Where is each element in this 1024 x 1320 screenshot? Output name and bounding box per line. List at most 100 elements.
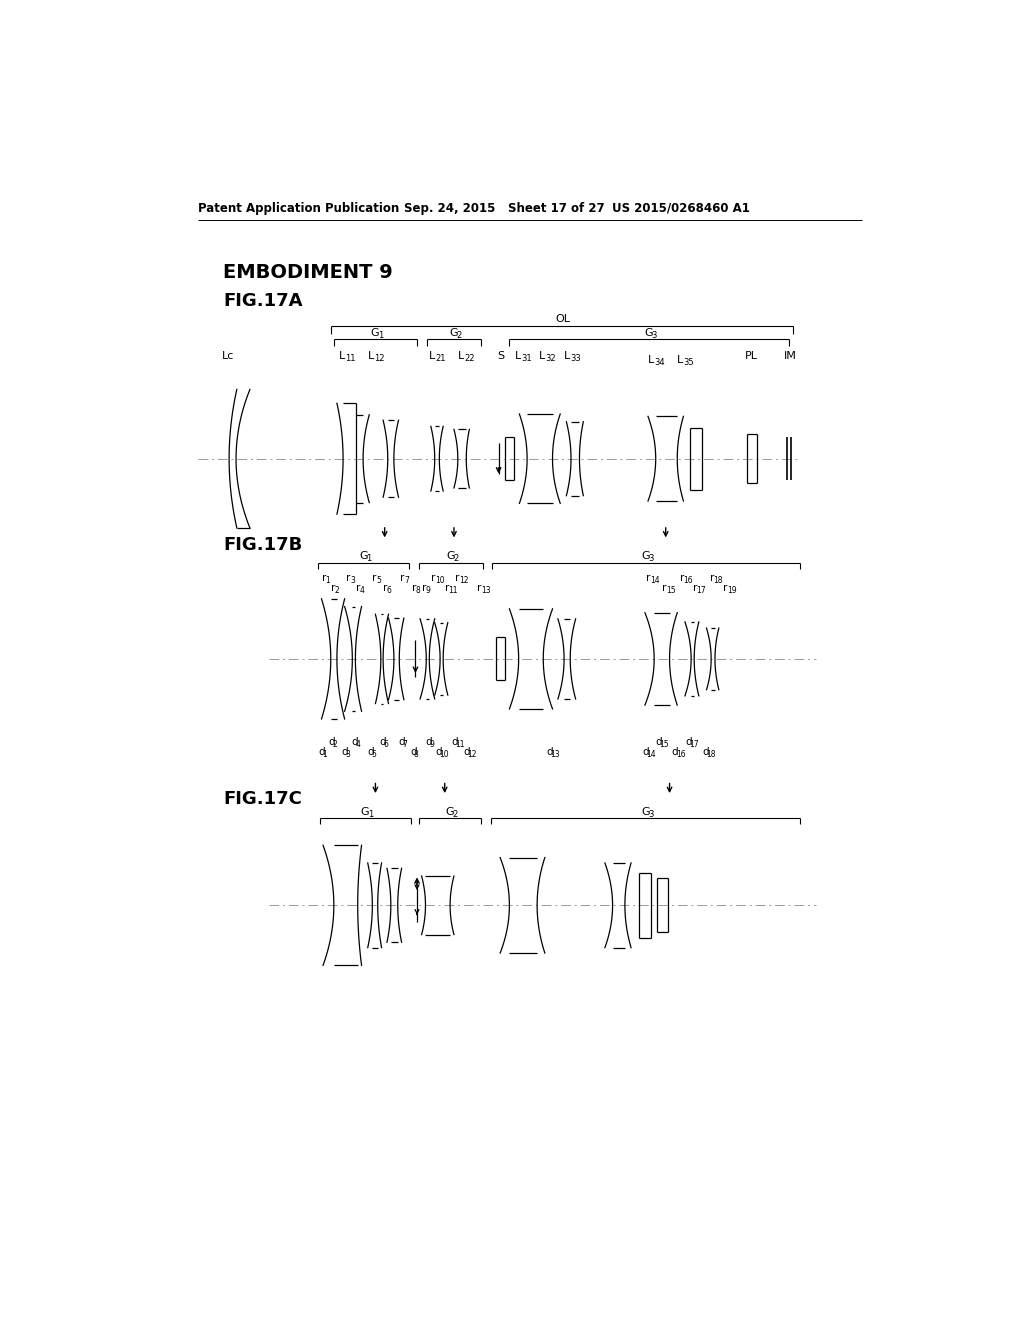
- Text: 16: 16: [676, 750, 685, 759]
- Text: d: d: [435, 747, 442, 758]
- Text: d: d: [643, 747, 649, 758]
- Text: US 2015/0268460 A1: US 2015/0268460 A1: [611, 202, 750, 215]
- Text: 13: 13: [550, 750, 560, 759]
- Text: 11: 11: [449, 586, 458, 595]
- Text: OL: OL: [556, 314, 570, 325]
- Text: r: r: [646, 573, 651, 583]
- Text: 6: 6: [383, 741, 388, 748]
- Text: 14: 14: [650, 576, 659, 585]
- Text: 13: 13: [481, 586, 490, 595]
- Text: G: G: [642, 552, 650, 561]
- Text: 12: 12: [467, 750, 476, 759]
- Text: d: d: [379, 737, 386, 747]
- Text: 1: 1: [368, 810, 373, 818]
- Text: r: r: [431, 573, 435, 583]
- Text: r: r: [400, 573, 404, 583]
- Text: 15: 15: [666, 586, 676, 595]
- Text: 18: 18: [714, 576, 723, 585]
- Text: 6: 6: [387, 586, 392, 595]
- Text: r: r: [662, 583, 667, 593]
- Text: r: r: [710, 573, 714, 583]
- Text: 10: 10: [435, 576, 444, 585]
- Text: r: r: [373, 573, 377, 583]
- Text: 5: 5: [372, 750, 377, 759]
- Text: r: r: [680, 573, 684, 583]
- Text: 5: 5: [376, 576, 381, 585]
- Text: 19: 19: [727, 586, 737, 595]
- Text: S: S: [497, 351, 504, 362]
- Text: G: G: [371, 329, 380, 338]
- Text: 2: 2: [333, 741, 337, 748]
- Text: 10: 10: [439, 750, 449, 759]
- Text: L: L: [339, 351, 345, 362]
- Text: 8: 8: [414, 750, 419, 759]
- Text: 11: 11: [455, 741, 464, 748]
- Text: 3: 3: [350, 576, 355, 585]
- Text: 22: 22: [464, 354, 474, 363]
- Text: d: d: [329, 737, 335, 747]
- Text: 2: 2: [453, 810, 458, 818]
- Text: 1: 1: [323, 750, 327, 759]
- Text: 4: 4: [355, 741, 360, 748]
- Text: Sep. 24, 2015: Sep. 24, 2015: [403, 202, 496, 215]
- Text: 32: 32: [545, 354, 555, 363]
- Text: Lc: Lc: [221, 351, 233, 362]
- Text: 14: 14: [646, 750, 656, 759]
- Text: 18: 18: [706, 750, 715, 759]
- Text: L: L: [429, 351, 435, 362]
- Text: 3: 3: [345, 750, 350, 759]
- Text: FIG.17A: FIG.17A: [223, 292, 302, 310]
- Text: r: r: [346, 573, 350, 583]
- Text: G: G: [360, 807, 370, 817]
- Text: r: r: [692, 583, 697, 593]
- Text: 11: 11: [345, 354, 355, 363]
- Text: r: r: [444, 583, 450, 593]
- Text: Patent Application Publication: Patent Application Publication: [199, 202, 399, 215]
- Text: L: L: [564, 351, 570, 362]
- Text: 7: 7: [402, 741, 408, 748]
- Text: r: r: [724, 583, 728, 593]
- Text: PL: PL: [745, 351, 758, 362]
- Text: G: G: [644, 329, 652, 338]
- Text: G: G: [446, 552, 455, 561]
- Text: d: d: [425, 737, 432, 747]
- Text: G: G: [450, 329, 458, 338]
- Text: L: L: [539, 351, 545, 362]
- Text: d: d: [318, 747, 325, 758]
- Text: 12: 12: [460, 576, 469, 585]
- Text: r: r: [383, 583, 387, 593]
- Text: r: r: [456, 573, 460, 583]
- Text: r: r: [331, 583, 335, 593]
- Text: FIG.17C: FIG.17C: [223, 791, 302, 808]
- Text: d: d: [463, 747, 470, 758]
- Text: d: d: [351, 737, 358, 747]
- Text: 1: 1: [326, 576, 330, 585]
- Text: 33: 33: [570, 354, 581, 363]
- Text: r: r: [322, 573, 326, 583]
- Text: 9: 9: [429, 741, 434, 748]
- Text: 16: 16: [683, 576, 693, 585]
- Text: 1: 1: [367, 554, 372, 564]
- Text: r: r: [477, 583, 481, 593]
- Text: 21: 21: [435, 354, 446, 363]
- Text: d: d: [547, 747, 553, 758]
- Text: 3: 3: [649, 554, 654, 564]
- Text: d: d: [398, 737, 406, 747]
- Text: d: d: [368, 747, 375, 758]
- Text: 3: 3: [648, 810, 653, 818]
- Text: 4: 4: [360, 586, 365, 595]
- Text: L: L: [515, 351, 521, 362]
- Text: L: L: [648, 355, 654, 366]
- Text: 1: 1: [378, 331, 383, 341]
- Text: 15: 15: [659, 741, 669, 748]
- Text: 9: 9: [425, 586, 430, 595]
- Text: d: d: [655, 737, 663, 747]
- Text: G: G: [445, 807, 454, 817]
- Text: 7: 7: [403, 576, 409, 585]
- Text: G: G: [641, 807, 649, 817]
- Text: d: d: [685, 737, 691, 747]
- Text: d: d: [342, 747, 348, 758]
- Text: 8: 8: [416, 586, 420, 595]
- Text: 2: 2: [454, 554, 459, 564]
- Text: L: L: [368, 351, 374, 362]
